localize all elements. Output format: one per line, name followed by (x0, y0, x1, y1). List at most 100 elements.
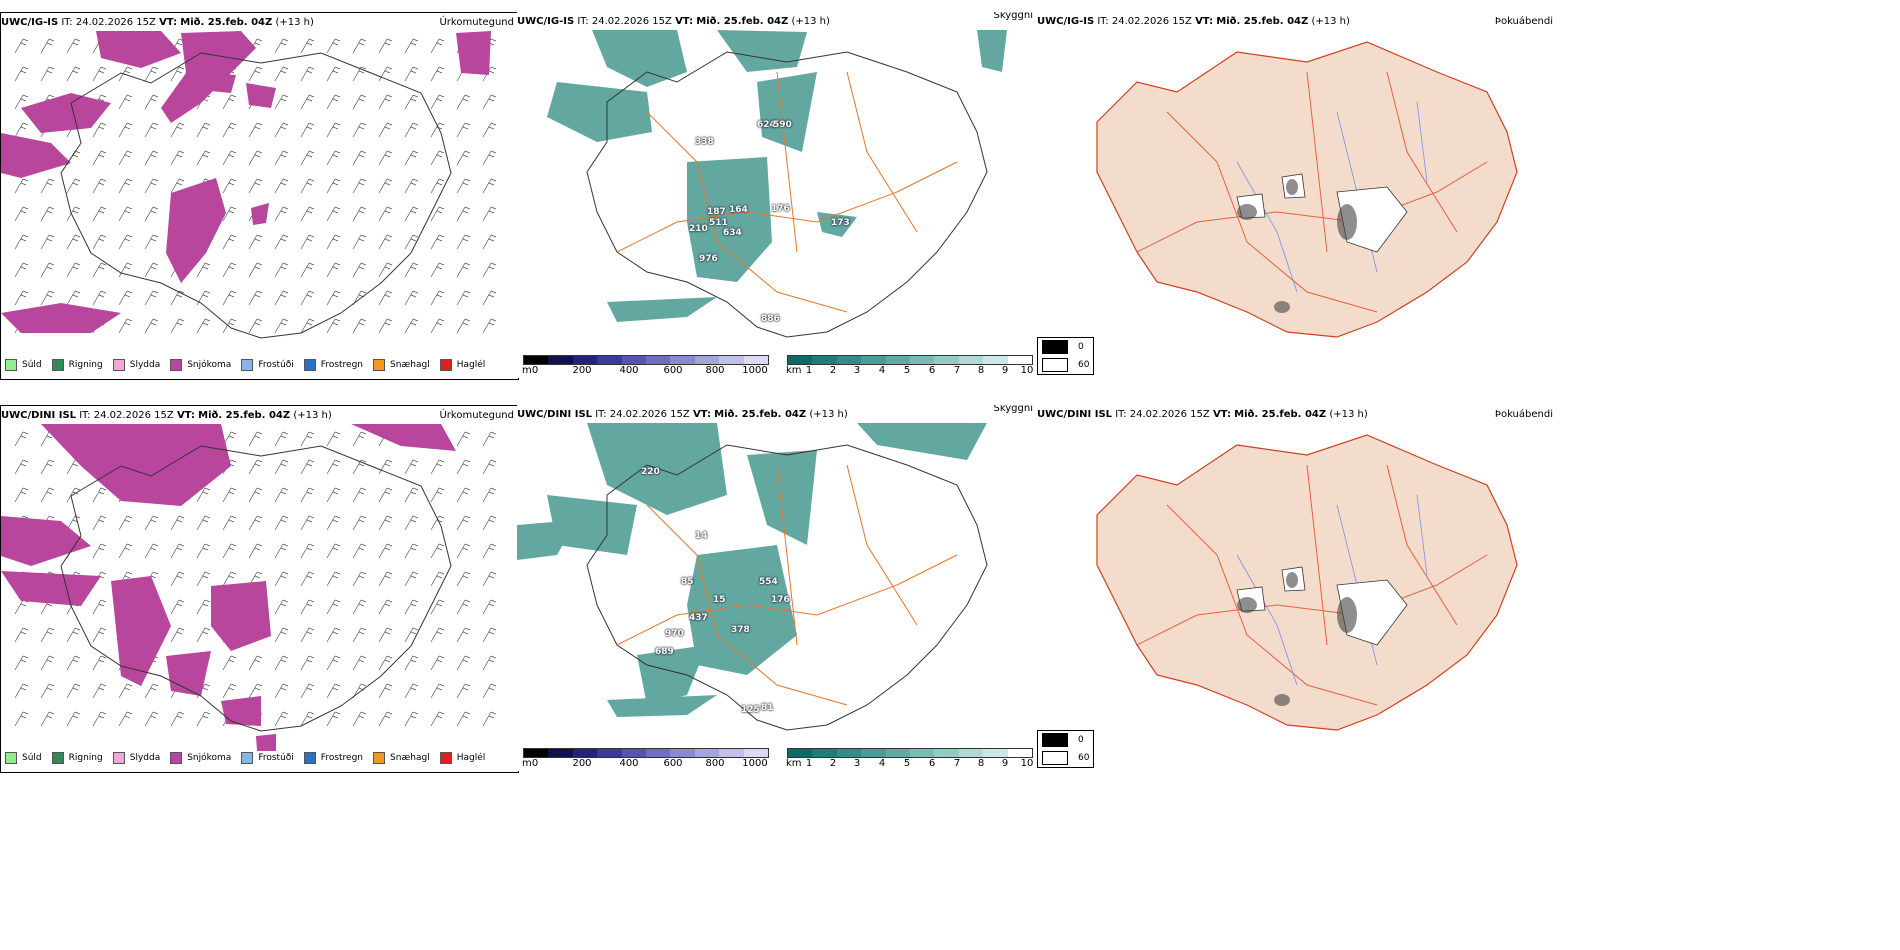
wind-barb (404, 711, 419, 727)
fog-legend-row: 0 (1038, 731, 1093, 749)
wind-barb (222, 290, 237, 306)
elevation-label: 624 (757, 120, 776, 130)
wind-barb (248, 262, 263, 278)
wind-barb (144, 150, 159, 166)
panel-title: Þokuábendi (1494, 409, 1553, 420)
wind-barb (300, 459, 315, 475)
wind-barb (144, 683, 159, 699)
legend-label: Frostregn (320, 360, 364, 370)
wind-barb (66, 290, 81, 306)
fog-legend-swatch (1042, 358, 1068, 372)
wind-barb (430, 38, 445, 54)
legend-swatch (241, 359, 254, 371)
wind-barb (456, 318, 471, 334)
wind-barb (326, 543, 341, 559)
valid-time: Mið. 25.feb. 04Z (696, 16, 789, 27)
wind-barb (378, 206, 393, 222)
model-name: UWC/IG-IS (1, 17, 59, 28)
wind-barb (144, 122, 159, 138)
legend-label: Snjókoma (187, 360, 232, 370)
wind-barb (222, 262, 237, 278)
wind-barb (196, 599, 211, 615)
wind-barb (482, 290, 497, 306)
scale-tick: 7 (953, 365, 961, 376)
legend-item: Haglél (439, 359, 485, 371)
wind-barb (456, 178, 471, 194)
wind-barb (196, 543, 211, 559)
fog-legend-value: 0 (1078, 735, 1084, 745)
wind-barb (404, 655, 419, 671)
wind-barb (326, 683, 341, 699)
wind-barb (456, 94, 471, 110)
wind-barb (196, 487, 211, 503)
scale-step (572, 749, 598, 757)
legend-swatch (112, 359, 125, 371)
legend-label: Slydda (129, 753, 161, 763)
wind-barb (456, 627, 471, 643)
wind-barb (222, 655, 237, 671)
wind-barb (326, 94, 341, 110)
wind-barb (274, 206, 289, 222)
wind-barb (14, 66, 29, 82)
wind-barb (222, 150, 237, 166)
wind-barb (222, 94, 237, 110)
elevation-label: 689 (655, 647, 674, 657)
wind-barb (482, 150, 497, 166)
wind-barb (326, 711, 341, 727)
wind-barb (456, 515, 471, 531)
precip-map (1, 31, 497, 339)
wind-barb (118, 206, 133, 222)
panel-title: Skyggni (993, 12, 1033, 21)
legend-item: Súld (5, 752, 42, 764)
legend-item: Rigning (51, 752, 103, 764)
wind-barbs (14, 38, 497, 334)
lead-time: (+13 h) (809, 409, 848, 420)
wind-barb (196, 150, 211, 166)
fog-areas (1237, 572, 1357, 706)
wind-barb (40, 234, 55, 250)
wind-barb (222, 234, 237, 250)
wind-barb (404, 290, 419, 306)
wind-barb (248, 150, 263, 166)
visibility-scale-bar (787, 355, 1033, 365)
legend-swatch (373, 752, 386, 764)
scale-tick: 800 (705, 758, 725, 769)
wind-barb (300, 290, 315, 306)
wind-barb (196, 262, 211, 278)
wind-barb (222, 543, 237, 559)
wind-barb (248, 459, 263, 475)
wind-barb (378, 487, 393, 503)
wind-barb (430, 571, 445, 587)
wind-barb (404, 683, 419, 699)
legend-item: Slydda (112, 752, 161, 764)
wind-barb (118, 178, 133, 194)
wind-barb (118, 683, 133, 699)
fog-legend-row: 0 (1038, 338, 1093, 356)
wind-barb (326, 431, 341, 447)
scale-step (548, 749, 573, 757)
wind-barb (248, 178, 263, 194)
scale-step (788, 356, 813, 364)
wind-barb (92, 627, 107, 643)
road-network (1136, 71, 1488, 313)
legend-item: Haglél (439, 752, 485, 764)
wind-barb (378, 711, 393, 727)
wind-barb (118, 234, 133, 250)
scale-tick: 2 (829, 758, 837, 769)
wind-barb (378, 150, 393, 166)
wind-barb (430, 487, 445, 503)
scale-step (719, 356, 744, 364)
fog-legend-value: 0 (1078, 342, 1084, 352)
wind-barb (352, 122, 367, 138)
init-time: IT: 24.02.2026 15Z (577, 16, 672, 27)
wind-barb (14, 38, 29, 54)
wind-barb (404, 571, 419, 587)
wind-barb (404, 599, 419, 615)
model-name: UWC/IG-IS (517, 16, 575, 27)
wind-barb (274, 459, 289, 475)
wind-barb (430, 262, 445, 278)
wind-barb (430, 599, 445, 615)
height-scale-ticks: 0 200 400 600 800 1000 (523, 365, 769, 377)
wind-barb (300, 571, 315, 587)
wind-barb (66, 655, 81, 671)
